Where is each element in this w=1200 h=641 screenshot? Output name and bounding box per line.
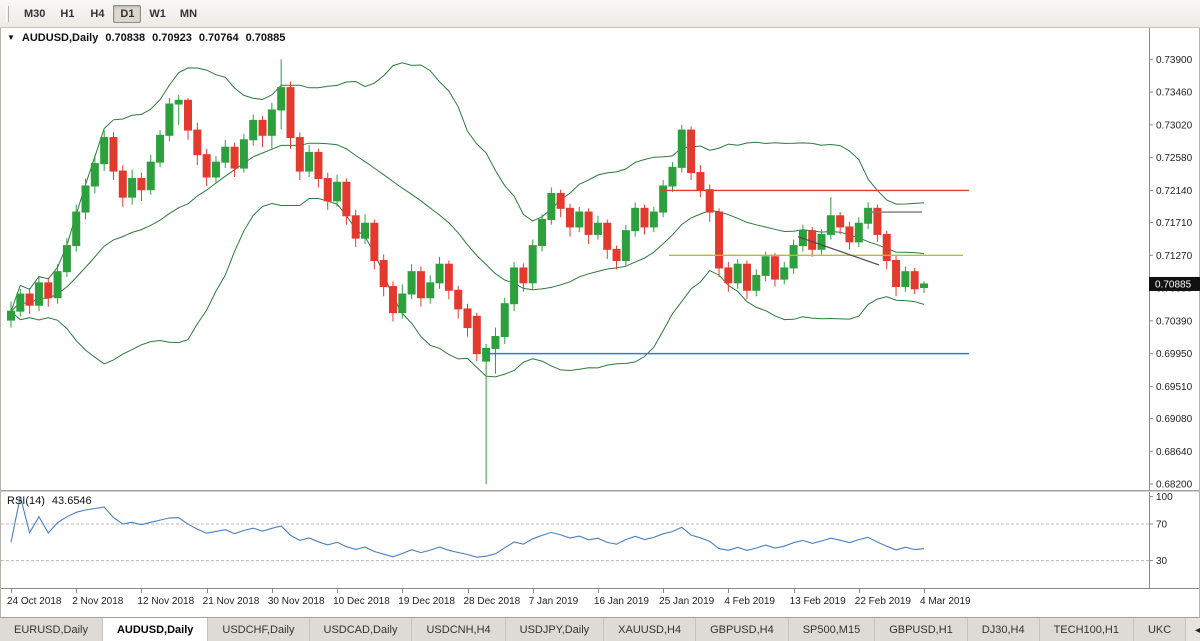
time-axis-label: 19 Dec 2018	[398, 596, 455, 607]
chart-tab-sp500-m15[interactable]: SP500,M15	[789, 618, 875, 641]
chart-tab-tech100-h1[interactable]: TECH100,H1	[1040, 618, 1134, 641]
timeframe-button-h4[interactable]: H4	[83, 5, 111, 23]
time-axis-tick	[533, 589, 534, 593]
time-axis-label: 12 Nov 2018	[137, 596, 194, 607]
chart-tab-eurusd-daily[interactable]: EURUSD,Daily	[0, 618, 103, 641]
timeframe-button-w1[interactable]: W1	[143, 5, 172, 23]
svg-text:0.71270: 0.71270	[1156, 251, 1193, 262]
svg-text:0.73020: 0.73020	[1156, 120, 1193, 131]
chart-tabs-bar: EURUSD,DailyAUDUSD,DailyUSDCHF,DailyUSDC…	[0, 617, 1200, 641]
timeframe-button-m30[interactable]: M30	[18, 5, 51, 23]
svg-text:70: 70	[1156, 520, 1168, 531]
time-axis-tick	[468, 589, 469, 593]
svg-text:0.69510: 0.69510	[1156, 382, 1193, 393]
svg-text:0.73900: 0.73900	[1156, 55, 1193, 66]
chart-tab-usdcnh-h4[interactable]: USDCNH,H4	[412, 618, 505, 641]
svg-text:0.72140: 0.72140	[1156, 186, 1193, 197]
chart-area: 0.73900 0.73460 0.73020 0.72580 0.72140 0.717…	[0, 28, 1200, 617]
time-axis-tick	[141, 589, 142, 593]
tab-scroll-left-arrow[interactable]: ◄	[1186, 618, 1200, 641]
svg-text:100: 100	[1156, 492, 1173, 503]
svg-text:0.69950: 0.69950	[1156, 349, 1193, 360]
timeframe-button-mn[interactable]: MN	[174, 5, 203, 23]
time-axis-label: 22 Feb 2019	[855, 596, 911, 607]
timeframe-button-h1[interactable]: H1	[53, 5, 81, 23]
time-axis-label: 21 Nov 2018	[203, 596, 260, 607]
time-axis-tick	[11, 589, 12, 593]
trading-app-window: M30H1H4D1W1MN 0.73900 0.73460 0.73020 0.725…	[0, 0, 1200, 641]
svg-text:0.73460: 0.73460	[1156, 88, 1193, 99]
chart-tab-dj30-h4[interactable]: DJ30,H4	[968, 618, 1040, 641]
time-axis-label: 30 Nov 2018	[268, 596, 325, 607]
price-chart-canvas[interactable]: 0.73900 0.73460 0.73020 0.72580 0.72140 0.717…	[1, 28, 1200, 490]
svg-text:0.71710: 0.71710	[1156, 218, 1193, 229]
chart-tab-usdchf-daily[interactable]: USDCHF,Daily	[208, 618, 309, 641]
time-axis-tick	[794, 589, 795, 593]
time-axis-label: 28 Dec 2018	[464, 596, 521, 607]
svg-text:0.68640: 0.68640	[1156, 447, 1193, 458]
time-axis-label: 10 Dec 2018	[333, 596, 390, 607]
time-axis-label: 4 Feb 2019	[724, 596, 775, 607]
chart-tab-gbpusd-h1[interactable]: GBPUSD,H1	[875, 618, 968, 641]
time-axis-label: 16 Jan 2019	[594, 596, 649, 607]
chart-tab-usdjpy-daily[interactable]: USDJPY,Daily	[506, 618, 605, 641]
toolbar-grip[interactable]	[6, 6, 9, 22]
time-axis-tick	[402, 589, 403, 593]
chart-tab-usdcad-daily[interactable]: USDCAD,Daily	[310, 618, 413, 641]
time-axis-label: 7 Jan 2019	[529, 596, 579, 607]
time-axis-label: 25 Jan 2019	[659, 596, 714, 607]
time-axis-label: 13 Feb 2019	[790, 596, 846, 607]
chart-tab-gbpusd-h4[interactable]: GBPUSD,H4	[696, 618, 789, 641]
svg-text:0.72580: 0.72580	[1156, 153, 1193, 164]
time-axis-tick	[924, 589, 925, 593]
chart-tab-audusd-daily[interactable]: AUDUSD,Daily	[103, 618, 208, 641]
price-pane[interactable]: 0.73900 0.73460 0.73020 0.72580 0.72140 0.717…	[1, 28, 1199, 490]
time-axis[interactable]: 24 Oct 2018 2 Nov 2018 12 Nov 2018 21 Nov 2…	[1, 588, 1199, 617]
time-axis-label: 4 Mar 2019	[920, 596, 971, 607]
time-axis-tick	[598, 589, 599, 593]
time-axis-tick	[859, 589, 860, 593]
time-axis-tick	[76, 589, 77, 593]
rsi-indicator-pane[interactable]: 1007030 RSI(14) 43.6546	[1, 492, 1199, 588]
time-axis-tick	[663, 589, 664, 593]
time-axis-tick	[272, 589, 273, 593]
time-axis-label: 2 Nov 2018	[72, 596, 123, 607]
svg-text:0.70390: 0.70390	[1156, 316, 1193, 327]
svg-text:0.69080: 0.69080	[1156, 414, 1193, 425]
chart-tab-ukc[interactable]: UKC	[1134, 618, 1186, 641]
timeframe-button-d1[interactable]: D1	[113, 5, 141, 23]
time-axis-tick	[337, 589, 338, 593]
time-axis-label: 24 Oct 2018	[7, 596, 61, 607]
time-axis-tick	[728, 589, 729, 593]
rsi-chart-canvas[interactable]: 100 70 30	[1, 492, 1200, 588]
svg-text:0.70885: 0.70885	[1155, 279, 1192, 290]
svg-text:0.68200: 0.68200	[1156, 480, 1193, 490]
svg-text:30: 30	[1156, 556, 1168, 567]
time-axis-tick	[207, 589, 208, 593]
chart-tab-xauusd-h4[interactable]: XAUUSD,H4	[604, 618, 696, 641]
timeframe-toolbar: M30H1H4D1W1MN	[0, 0, 1200, 28]
